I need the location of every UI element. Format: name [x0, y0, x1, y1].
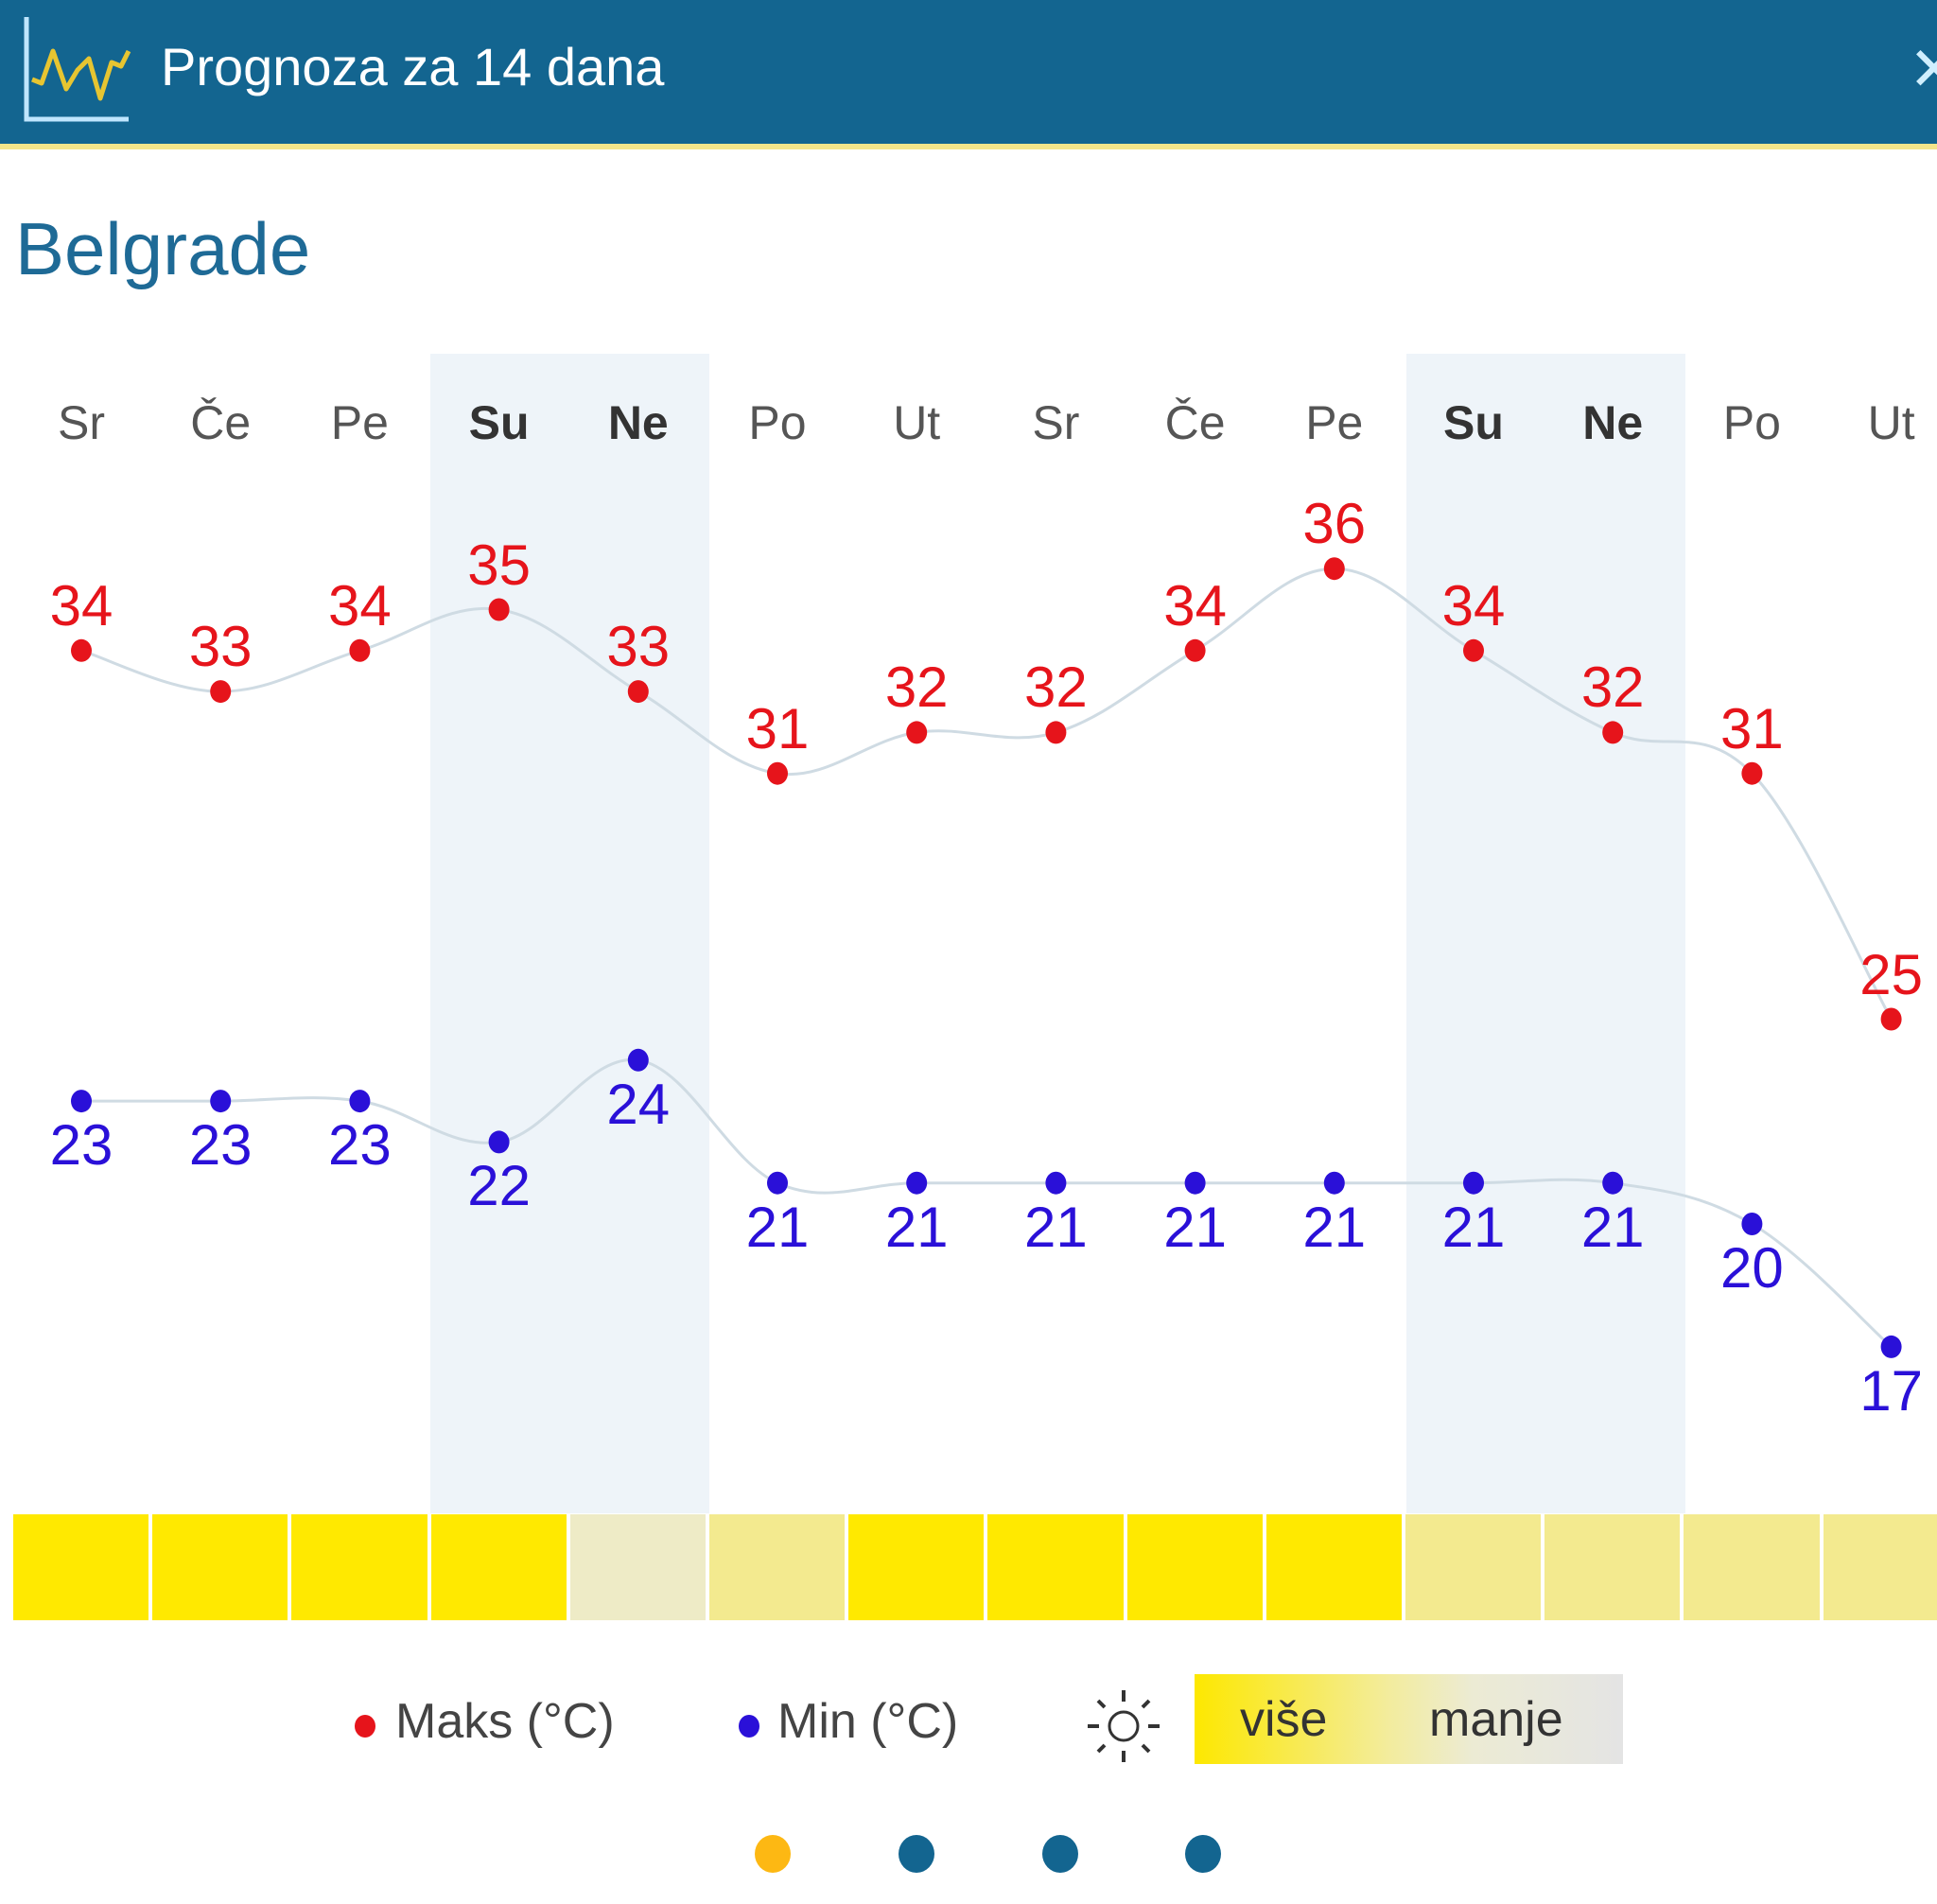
weekend-highlight: [1406, 354, 1685, 1513]
max-temp-value: 34: [1163, 573, 1227, 638]
min-temp-point[interactable]: [1880, 1335, 1902, 1358]
max-temp-value: 34: [1441, 573, 1506, 638]
sunshine-cell: [1544, 1514, 1681, 1620]
min-temp-value: 21: [1302, 1195, 1367, 1259]
day-label: Ne: [1582, 396, 1644, 449]
sunshine-cell: [1823, 1514, 1937, 1620]
max-temp-value: 33: [188, 615, 253, 679]
page-dot-active[interactable]: [755, 1835, 791, 1873]
sunshine-cell: [1126, 1514, 1263, 1620]
sunshine-cell: [13, 1514, 149, 1620]
sun-icon: [1088, 1690, 1160, 1762]
min-legend-label: Min (°C): [777, 1694, 959, 1749]
max-legend-dot: [355, 1715, 375, 1738]
min-temp-value: 17: [1859, 1358, 1923, 1423]
max-temp-value: 31: [745, 696, 810, 760]
page-dot[interactable]: [1185, 1835, 1221, 1873]
sunshine-cell: [1265, 1514, 1402, 1620]
max-temp-value: 36: [1302, 492, 1367, 556]
header-bar: Prognoza za 14 dana ✕: [0, 0, 1937, 149]
day-label: Pe: [330, 396, 389, 449]
min-temp-point[interactable]: [1323, 1171, 1345, 1195]
pagination-dots: [0, 1835, 1937, 1877]
min-temp-value: 21: [1441, 1195, 1506, 1259]
max-temp-point[interactable]: [71, 638, 92, 662]
max-temp-point[interactable]: [1045, 721, 1067, 744]
legend: Maks (°C) Min (°C) više manje: [0, 1674, 1937, 1769]
max-temp-value: 34: [328, 573, 392, 638]
min-temp-value: 23: [328, 1113, 392, 1178]
min-temp-value: 21: [884, 1195, 949, 1259]
day-label: Če: [190, 396, 252, 449]
max-temp-value: 33: [606, 615, 671, 679]
min-temp-value: 21: [1580, 1195, 1645, 1259]
sunshine-cell: [848, 1514, 985, 1620]
sunshine-cell: [569, 1514, 706, 1620]
max-temp-point[interactable]: [349, 638, 371, 662]
min-temp-value: 23: [49, 1113, 113, 1178]
max-temp-value: 25: [1859, 942, 1923, 1006]
min-temp-value: 21: [745, 1195, 810, 1259]
page-dot[interactable]: [1042, 1835, 1078, 1873]
min-temp-value: 24: [606, 1072, 671, 1136]
sunshine-cell: [1405, 1514, 1542, 1620]
day-label: Su: [1443, 396, 1504, 449]
max-temp-value: 34: [49, 573, 113, 638]
min-temp-point[interactable]: [1184, 1171, 1206, 1195]
day-label: Sr: [1032, 396, 1080, 449]
city-title: Belgrade: [15, 207, 311, 290]
day-label: Po: [748, 396, 807, 449]
scale-more-label: više: [1240, 1692, 1328, 1747]
sunshine-scale: više manje: [1195, 1674, 1623, 1764]
min-temp-point[interactable]: [210, 1090, 232, 1113]
max-temp-value: 35: [467, 533, 531, 597]
min-temp-point[interactable]: [71, 1090, 92, 1113]
max-temp-value: 32: [884, 655, 949, 720]
day-label: Po: [1722, 396, 1781, 449]
max-legend-label: Maks (°C): [395, 1694, 615, 1749]
max-temp-point[interactable]: [210, 680, 232, 704]
max-temp-point[interactable]: [1184, 638, 1206, 662]
line-chart-icon: [24, 17, 131, 122]
min-temp-value: 21: [1024, 1195, 1088, 1259]
sunshine-cell: [152, 1514, 288, 1620]
sunshine-cell: [1684, 1514, 1820, 1620]
sunshine-cell: [430, 1514, 567, 1620]
min-temp-value: 23: [188, 1113, 253, 1178]
day-label: Su: [468, 396, 530, 449]
max-temp-value: 32: [1024, 655, 1088, 720]
close-icon[interactable]: ✕: [1909, 35, 1937, 103]
min-temp-point[interactable]: [1045, 1171, 1067, 1195]
sunshine-cell: [987, 1514, 1124, 1620]
day-label: Sr: [58, 396, 105, 449]
max-temp-point[interactable]: [1741, 761, 1763, 785]
max-temp-value: 31: [1720, 696, 1784, 760]
day-label: Pe: [1305, 396, 1364, 449]
weekend-highlight: [430, 354, 709, 1513]
header-title: Prognoza za 14 dana: [161, 37, 665, 96]
min-temp-point[interactable]: [906, 1171, 928, 1195]
max-temp-point[interactable]: [1323, 557, 1345, 581]
day-label: Ne: [607, 396, 669, 449]
min-temp-value: 20: [1720, 1236, 1784, 1300]
min-temp-point[interactable]: [349, 1090, 371, 1113]
min-temp-point[interactable]: [767, 1171, 788, 1195]
min-temp-point[interactable]: [1741, 1213, 1763, 1235]
day-label: Ut: [1867, 396, 1915, 449]
max-temp-value: 32: [1580, 655, 1645, 720]
day-label: Če: [1164, 396, 1226, 449]
sunshine-cell: [291, 1514, 428, 1620]
max-temp-point[interactable]: [906, 721, 928, 744]
min-temp-value: 21: [1163, 1195, 1227, 1259]
sunshine-row: [0, 1514, 1937, 1620]
max-temp-point[interactable]: [1880, 1007, 1902, 1031]
page-dot[interactable]: [899, 1835, 934, 1873]
max-temp-point[interactable]: [767, 761, 788, 785]
scale-less-label: manje: [1429, 1692, 1563, 1747]
min-temp-value: 22: [467, 1154, 531, 1218]
sunshine-cell: [709, 1514, 846, 1620]
min-legend-dot: [739, 1715, 759, 1738]
day-label: Ut: [893, 396, 941, 449]
